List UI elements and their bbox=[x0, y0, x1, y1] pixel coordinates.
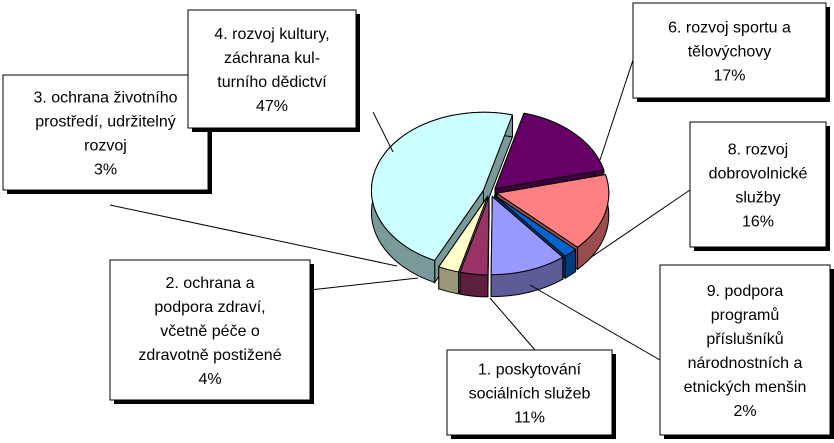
leader-line bbox=[589, 189, 691, 259]
value-label: 4% bbox=[198, 371, 221, 388]
label-box bbox=[446, 349, 613, 436]
slice-side bbox=[459, 271, 489, 298]
value-label: 47% bbox=[256, 98, 288, 115]
slice-label: 1. poskytování sociálních služeb bbox=[469, 362, 591, 403]
label-line: 4. rozvoj kultury, bbox=[214, 26, 329, 43]
label-box bbox=[632, 2, 827, 99]
label-box bbox=[689, 121, 827, 248]
slice-label: 6. rozvoj sportu a tělovýchovy bbox=[668, 20, 791, 61]
slice bbox=[494, 112, 605, 190]
label-line: prostředí, udržitelný bbox=[35, 114, 176, 131]
label-line: služby bbox=[735, 190, 780, 207]
label-line: sociálních služeb bbox=[469, 386, 591, 403]
value-label: 16% bbox=[742, 214, 774, 231]
value-label: 11% bbox=[514, 410, 545, 427]
label-line: 9. podpora bbox=[707, 283, 784, 300]
label-box bbox=[109, 259, 311, 401]
slice-label: 9. podpora programů příslušníků národnostní… bbox=[684, 283, 807, 396]
label-line: dobrovolnické bbox=[709, 166, 808, 183]
slice-label: 3. ochrana životního prostředí, udržiteln… bbox=[33, 90, 177, 155]
leader-line bbox=[109, 204, 398, 267]
label-line: včetně péče o bbox=[160, 323, 260, 340]
leader-line bbox=[489, 297, 536, 351]
label-line: rozvoj bbox=[84, 138, 127, 155]
label-line: etnických menšin bbox=[684, 379, 807, 396]
slice-label: 2. ochrana a podpora zdraví, včetně péče o… bbox=[138, 275, 281, 364]
slice bbox=[495, 174, 610, 248]
leader-line bbox=[372, 111, 394, 153]
label-line: podpora zdraví, bbox=[154, 299, 265, 316]
label-line: turního dědictví bbox=[217, 74, 327, 91]
label-box bbox=[659, 264, 831, 436]
label-line: národnostních a bbox=[688, 355, 803, 372]
value-label: 2% bbox=[733, 403, 756, 420]
slice-label: 8. rozvoj dobrovolnické služby bbox=[709, 142, 808, 207]
leader-line bbox=[309, 277, 419, 291]
label-line: příslušníků bbox=[706, 330, 783, 348]
label-line: 6. rozvoj sportu a bbox=[668, 20, 791, 37]
leader-line bbox=[529, 284, 661, 361]
value-label: 17% bbox=[713, 68, 745, 85]
label-line: 1. poskytování bbox=[478, 362, 582, 379]
label-line: programů bbox=[711, 306, 779, 324]
slice bbox=[438, 196, 489, 273]
label-line: 8. rozvoj bbox=[728, 142, 788, 159]
label-line: zdravotně postižené bbox=[138, 347, 281, 364]
slice bbox=[370, 111, 514, 262]
slice bbox=[494, 195, 577, 257]
leader-line bbox=[599, 59, 634, 161]
label-line: 3. ochrana životního bbox=[33, 90, 177, 107]
label-line: záchrana kul- bbox=[224, 50, 320, 67]
label-line: tělovýchovy bbox=[688, 44, 772, 61]
slice bbox=[490, 195, 564, 276]
value-label: 3% bbox=[94, 162, 117, 179]
label-line: 2. ochrana a bbox=[166, 275, 255, 292]
label-box bbox=[187, 9, 357, 129]
slice bbox=[459, 196, 490, 276]
label-box bbox=[2, 74, 209, 191]
slice-label: 4. rozvoj kultury, záchrana kul-turního d… bbox=[214, 26, 329, 91]
